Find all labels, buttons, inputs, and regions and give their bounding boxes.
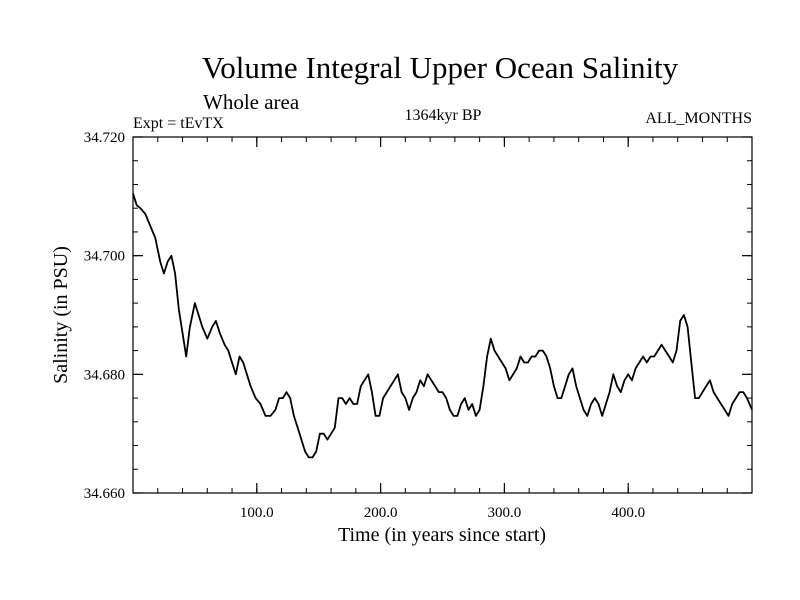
x-axis-label: Time (in years since start) — [338, 524, 546, 546]
x-tick-label: 200.0 — [364, 505, 398, 521]
y-tick-label: 34.660 — [84, 486, 125, 502]
x-tick-label: 300.0 — [488, 505, 522, 521]
salinity-series-line — [132, 193, 753, 459]
x-tick-label: 100.0 — [240, 505, 274, 521]
subtitle-area: Whole area — [203, 90, 300, 114]
chart-title: Volume Integral Upper Ocean Salinity — [202, 50, 679, 85]
y-axis-label: Salinity (in PSU) — [50, 246, 72, 384]
months-label: ALL_MONTHS — [645, 110, 752, 127]
y-tick-label: 34.720 — [84, 130, 125, 146]
y-tick-label: 34.680 — [84, 367, 125, 383]
period-label: 1364kyr BP — [405, 107, 482, 124]
y-tick-label: 34.700 — [84, 249, 125, 265]
experiment-label: Expt = tEvTX — [133, 115, 224, 132]
plot-frame — [132, 136, 753, 494]
series-group — [132, 193, 753, 459]
tick-labels: 100.0 200.0 300.0 400.0 34.660 34.680 34.700 34… — [84, 130, 645, 521]
x-tick-label: 400.0 — [611, 505, 645, 521]
axis-ticks — [133, 136, 752, 494]
